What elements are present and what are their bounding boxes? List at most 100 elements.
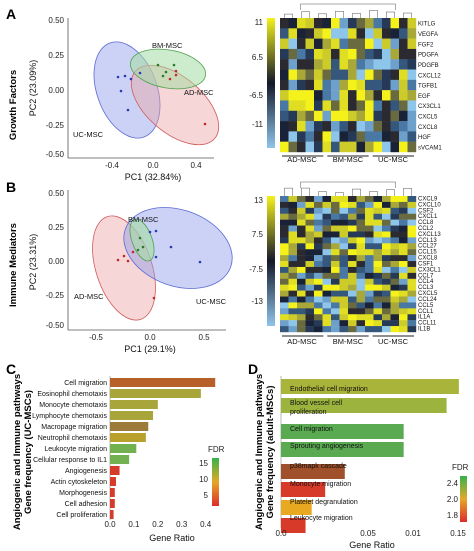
heatmap-cell xyxy=(365,141,374,153)
heatmap-cell xyxy=(365,79,374,91)
heatmap-cell xyxy=(339,79,349,91)
heatmap-cell xyxy=(314,201,323,209)
gene-label: CSF2 xyxy=(418,208,434,214)
heatmap-cell xyxy=(365,213,374,220)
heatmap-b: 13 7.5 -7.5 -13 CXCL9CXCL10CSF2CXCL1CCL8… xyxy=(249,181,441,346)
heatmap-cell xyxy=(331,69,340,81)
heatmap-cell xyxy=(314,79,323,91)
heatmap-cell xyxy=(305,237,315,244)
heatmap-cell xyxy=(339,121,349,132)
heatmap-cell xyxy=(399,213,408,220)
heatmap-cell xyxy=(280,28,289,39)
heatmap-cell xyxy=(373,320,383,327)
heatmap-cell xyxy=(382,110,391,122)
heatmap-cell xyxy=(399,320,408,327)
pca-points-a xyxy=(116,63,207,126)
heatmap-cell xyxy=(305,266,315,274)
heatmap-cell xyxy=(280,225,289,232)
bar-label: Cell proliferation xyxy=(56,512,107,519)
heatmap-cell xyxy=(297,261,306,268)
heatmap-cell xyxy=(322,225,332,232)
heatmap-cell xyxy=(399,296,408,303)
heat-group-bm-a: BM-MSC xyxy=(333,155,364,164)
heatmap-cell xyxy=(356,79,366,91)
fdr-tick-c-2: 5 xyxy=(204,491,209,500)
heatmap-cell xyxy=(339,28,349,39)
gene-label: CSF1 xyxy=(418,261,434,267)
gene-label: CCL5 xyxy=(418,303,434,309)
bar-label: Leukocyte migration xyxy=(44,446,107,453)
gene-labels-b: CXCL9CXCL10CSF2CXCL1CCL8CCL2CXCL13CCL13C… xyxy=(418,196,441,332)
heatmap-cell xyxy=(280,196,289,203)
sample-point xyxy=(123,74,127,78)
heatmap-cell xyxy=(322,231,332,238)
heatmap-cell xyxy=(399,278,408,285)
heatmap-cell xyxy=(356,121,366,132)
heatmap-cell xyxy=(382,100,391,111)
heatmap-cell xyxy=(322,284,332,291)
heatmap-cell xyxy=(399,141,408,153)
heatmap-cell xyxy=(382,69,391,81)
heatmap-cell xyxy=(382,266,391,274)
heatmap-cell xyxy=(339,296,349,303)
heatmap-cell xyxy=(297,266,306,274)
heatmap-cell xyxy=(399,18,408,29)
heatmap-cell xyxy=(280,237,289,244)
gene-label: CXCL5 xyxy=(418,115,438,121)
heatmap-cell xyxy=(322,201,332,209)
heatmap-cell xyxy=(331,320,340,327)
heatmap-cell xyxy=(314,18,323,29)
heatmap-cell xyxy=(382,231,391,238)
bar-label: Monocyte migration xyxy=(290,481,351,488)
fdr-scale-c xyxy=(212,458,219,506)
heatmap-cell xyxy=(390,243,400,250)
bar xyxy=(110,378,216,387)
sample-point xyxy=(126,259,130,263)
heatmap-cell xyxy=(390,278,400,285)
bar xyxy=(281,398,447,413)
heatmap-cell xyxy=(407,255,417,262)
heatmap-cell xyxy=(280,79,289,91)
heatmap-cell xyxy=(288,320,298,327)
group-uc-msc-b: UC-MSC xyxy=(196,297,227,306)
heatmap-cell xyxy=(339,201,349,209)
x-axis-title-b: PC1 (29.1%) xyxy=(124,344,176,354)
heatmap-cell xyxy=(297,272,306,279)
heatmap-cell xyxy=(314,314,323,321)
c-ylabel-line1: Angiogenic and Immune pathways xyxy=(12,374,23,530)
heatmap-cell xyxy=(399,231,408,238)
x-tick: 0.3 xyxy=(176,520,188,529)
dendro-branch xyxy=(301,187,310,196)
heatmap-cell xyxy=(407,48,417,60)
heatmap-cell xyxy=(305,243,315,250)
bar-label: Morphogenesis xyxy=(59,490,107,497)
gene-label: CXCL10 xyxy=(418,202,441,208)
heatmap-cell xyxy=(314,121,323,132)
heatmap-cell xyxy=(288,121,298,132)
dendro-branch xyxy=(369,191,378,196)
heatmap-cell xyxy=(297,201,306,209)
heatmap-cell xyxy=(331,302,340,309)
heatmap-cell xyxy=(288,272,298,279)
heatmap-cell xyxy=(399,48,408,60)
sample-point xyxy=(198,260,202,264)
bars-c: Cell migration Eosinophil chemotaxis Monoc… xyxy=(32,378,216,519)
heatmap-cell xyxy=(339,225,349,232)
heatmap-cell xyxy=(365,28,374,39)
heatmap-cell xyxy=(322,320,332,327)
group-ad-msc-b: AD-MSC xyxy=(74,292,104,301)
heatmap-cell xyxy=(280,302,289,309)
heatmap-cell xyxy=(280,48,289,60)
heatmap-cell xyxy=(373,28,383,39)
scale-a-2: -6.5 xyxy=(249,91,263,100)
heatmap-cell xyxy=(407,207,417,214)
heatmap-cell xyxy=(331,100,340,111)
heatmap-cell xyxy=(382,290,391,297)
heatmap-cell xyxy=(365,207,374,214)
heatmap-cell xyxy=(322,121,332,132)
heatmap-cell xyxy=(373,278,383,285)
heatmap-cell xyxy=(382,302,391,309)
heatmap-cell xyxy=(297,100,306,111)
scale-a-0: 11 xyxy=(255,18,264,27)
heatmap-cell xyxy=(365,255,374,262)
